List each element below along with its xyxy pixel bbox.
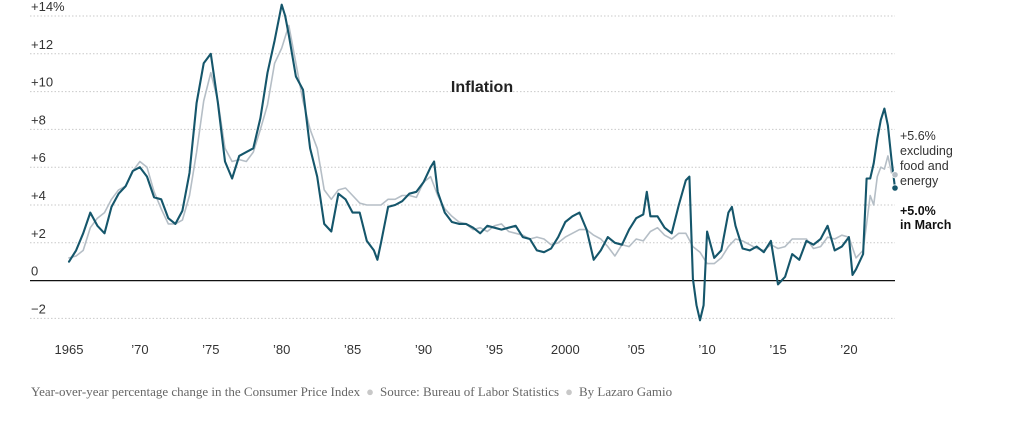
x-tick-label: ’05: [628, 342, 645, 357]
x-tick-label: ’15: [769, 342, 786, 357]
headline-annotation-line-1: +5.0%: [900, 204, 936, 218]
core-annotation-line-3: food and: [900, 159, 949, 173]
series-lines: [67, 3, 897, 322]
core-endpoint-marker: [891, 171, 899, 179]
y-tick-label: 0: [31, 264, 38, 279]
core-inflation-annotation: +5.6% excluding food and energy: [900, 129, 953, 188]
caption-source: Source: Bureau of Labor Statistics: [380, 384, 560, 399]
caption-byline: By Lazaro Gamio: [578, 384, 673, 399]
y-tick-label: −2: [31, 301, 46, 316]
x-tick-label: ’85: [344, 342, 361, 357]
headline-endpoint-marker: [891, 184, 899, 192]
endpoint-markers: [891, 171, 899, 192]
series-line-core: [68, 24, 896, 265]
y-tick-label: +8: [31, 112, 46, 127]
y-tick-label: +14%: [31, 0, 65, 14]
gridlines: [30, 15, 895, 319]
y-axis-tick-labels: +14% +12 +10 +8 +6 +4 +2 0 −2: [31, 0, 65, 316]
chart-title: Inflation: [451, 79, 513, 96]
y-tick-label: +12: [31, 37, 53, 52]
y-tick-label: +6: [31, 150, 46, 165]
core-annotation-line-1: +5.6%: [900, 129, 936, 143]
x-tick-label: ’70: [131, 342, 148, 357]
caption-description: Year-over-year percentage change in the …: [31, 384, 361, 399]
x-tick-label: ’10: [698, 342, 715, 357]
x-tick-label: ’95: [486, 342, 503, 357]
x-tick-label: 1965: [55, 342, 84, 357]
y-tick-label: +10: [31, 75, 53, 90]
y-tick-label: +4: [31, 188, 46, 203]
core-annotation-line-4: energy: [900, 174, 939, 188]
headline-inflation-annotation: +5.0% in March: [900, 204, 951, 232]
x-tick-label: ’20: [840, 342, 857, 357]
y-tick-label: +2: [31, 226, 46, 241]
separator-dot: ●: [565, 384, 573, 399]
x-tick-label: ’90: [415, 342, 432, 357]
x-tick-label: ’80: [273, 342, 290, 357]
separator-dot: ●: [366, 384, 375, 399]
inflation-chart: +14% +12 +10 +8 +6 +4 +2 0 −2 1965 ’70 ’75 ’80 ’85 ’9…: [30, 0, 953, 357]
series-line-headline: [67, 3, 897, 322]
x-axis-tick-labels: 1965 ’70 ’75 ’80 ’85 ’90 ’95 2000 ’05 ’10 ’15 ’20: [55, 342, 858, 357]
chart-caption: Year-over-year percentage change in the …: [31, 384, 672, 400]
headline-annotation-line-2: in March: [900, 218, 951, 232]
x-tick-label: 2000: [551, 342, 580, 357]
core-annotation-line-2: excluding: [900, 144, 953, 158]
x-tick-label: ’75: [202, 342, 219, 357]
